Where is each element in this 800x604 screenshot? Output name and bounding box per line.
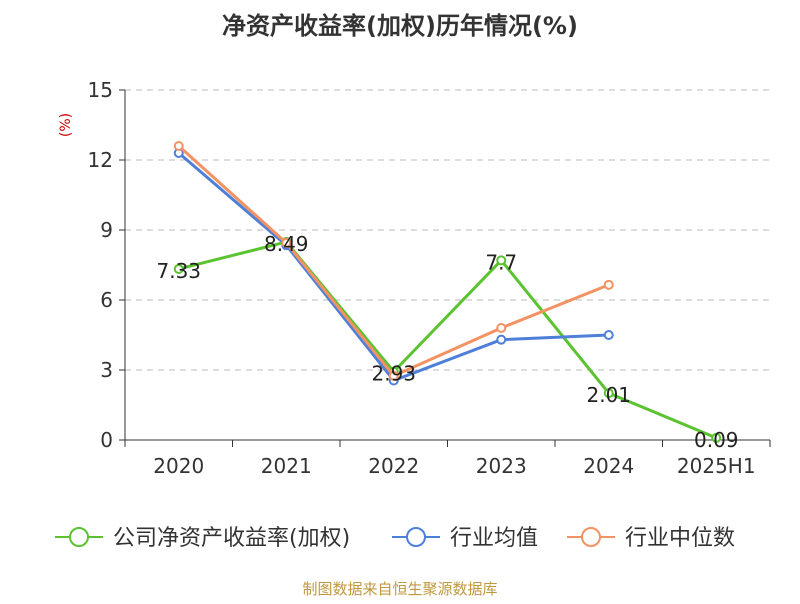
y-tick-label-3: 9 bbox=[100, 218, 113, 242]
series-1-point-4 bbox=[603, 330, 614, 340]
y-tick-label-1: 3 bbox=[100, 358, 113, 382]
data-label-4: 2.01 bbox=[586, 383, 631, 407]
legend-label-1: 行业均值 bbox=[450, 526, 538, 551]
data-label-3: 7.7 bbox=[485, 250, 517, 274]
series-0-point-0 bbox=[173, 263, 184, 274]
x-tick-label-1: 2021 bbox=[261, 454, 312, 478]
chart-title: 净资产收益率(加权)历年情况(%) bbox=[222, 12, 578, 40]
series-2-point-3 bbox=[496, 323, 507, 333]
legend-label-2: 行业中位数 bbox=[625, 526, 735, 551]
series-line-1 bbox=[177, 151, 609, 382]
data-labels: 7.33 8.49 2.93 7.7 2.01 0.09 bbox=[156, 232, 738, 452]
data-label-0: 7.33 bbox=[156, 259, 201, 283]
legend-marker-1 bbox=[406, 527, 426, 547]
legend: 公司净资产收益率(加权) 行业均值 行业中位数 bbox=[55, 526, 735, 551]
y-tick-label-4: 12 bbox=[88, 148, 113, 172]
x-tick-label-4: 2024 bbox=[583, 454, 634, 478]
series-2-point-0 bbox=[173, 141, 184, 151]
x-tick-label-5: 2025H1 bbox=[677, 454, 756, 478]
data-label-5: 0.09 bbox=[694, 428, 739, 452]
series-2-point-2 bbox=[388, 370, 399, 381]
x-tick-label-3: 2023 bbox=[476, 454, 527, 478]
y-axis-unit-label: (%) bbox=[58, 113, 74, 137]
series-2-point-1 bbox=[281, 237, 292, 248]
legend-marker-2 bbox=[581, 527, 601, 547]
grid-lines bbox=[125, 89, 770, 371]
series-2-point-4 bbox=[603, 279, 614, 290]
series-layer bbox=[173, 141, 722, 443]
series-1-point-3 bbox=[496, 334, 507, 345]
series-line-2 bbox=[177, 144, 610, 378]
series-0-point-4 bbox=[603, 388, 614, 399]
legend-label-0: 公司净资产收益率(加权) bbox=[113, 526, 350, 551]
data-label-1: 8.49 bbox=[264, 232, 309, 256]
axes: 0 3 6 9 12 15 2020 2021 2022 2023 2024 2025H1 bbox=[88, 78, 771, 478]
series-0-point-5 bbox=[711, 432, 722, 443]
y-tick-label-2: 6 bbox=[100, 288, 113, 312]
data-label-2: 2.93 bbox=[371, 362, 416, 386]
legend-marker-0 bbox=[69, 527, 89, 547]
y-tick-label-5: 15 bbox=[88, 78, 113, 102]
x-tick-label-2: 2022 bbox=[368, 454, 419, 478]
x-tick-label-0: 2020 bbox=[153, 454, 204, 478]
series-line-0 bbox=[178, 240, 717, 440]
source-footer: 制图数据来自恒生聚源数据库 bbox=[302, 580, 498, 598]
series-0-point-3 bbox=[496, 255, 507, 266]
y-tick-label-0: 0 bbox=[100, 428, 113, 452]
